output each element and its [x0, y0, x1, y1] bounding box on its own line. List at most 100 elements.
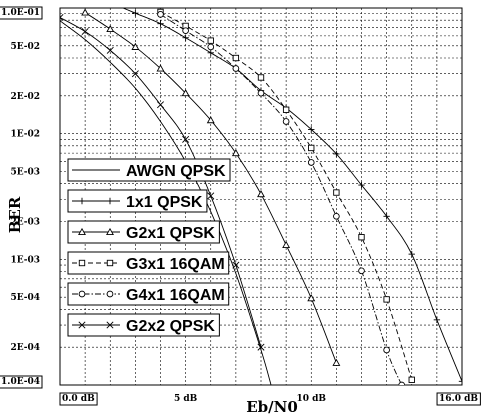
- data-point: [358, 234, 365, 241]
- data-point-b: [60, 13, 64, 19]
- y-axis-label: BER: [6, 196, 24, 233]
- data-point: [408, 250, 415, 258]
- data-point: [207, 37, 214, 44]
- y-tick-label: 5E-03: [10, 167, 40, 177]
- data-point-a: [60, 16, 64, 22]
- data-point: [206, 116, 215, 124]
- data-point: [257, 190, 265, 198]
- data-point: [383, 296, 390, 303]
- y-tick-label: 1E-03: [10, 255, 40, 265]
- legend-marker-b: [106, 321, 114, 329]
- data-point: [257, 89, 265, 97]
- data-point: [333, 212, 340, 220]
- plot-frame: [59, 7, 463, 386]
- legend-marker: [106, 321, 114, 329]
- data-point: [181, 89, 190, 97]
- series-3: [157, 8, 415, 383]
- legend-label: G2x2 QPSK: [126, 318, 215, 335]
- data-point-b: [106, 46, 114, 54]
- data-point: [131, 70, 139, 78]
- data-point: [433, 316, 441, 324]
- y-tick-label: 1E-02: [10, 130, 40, 140]
- data-point: [383, 346, 390, 354]
- legend-marker: [106, 197, 114, 205]
- data-point: [156, 64, 165, 72]
- data-point: [232, 54, 240, 62]
- legend: AWGN QPSK 1x1 QPSK G2x1 QPSK G3x1 16QAM G4x1…: [67, 158, 231, 337]
- legend-marker-b: [78, 321, 86, 329]
- series-2: [81, 8, 341, 366]
- legend-item: G4x1 16QAM: [67, 282, 230, 306]
- data-point: [282, 118, 290, 125]
- data-point: [307, 159, 315, 166]
- data-point: [398, 381, 406, 385]
- legend-label: G3x1 16QAM: [126, 256, 225, 273]
- data-point: [106, 46, 114, 54]
- x-tick-label: 5 dB: [174, 394, 198, 404]
- data-point: [157, 20, 164, 27]
- data-point: [207, 192, 215, 200]
- legend-box: [67, 251, 230, 275]
- data-point-b: [182, 135, 190, 143]
- data-point: [408, 376, 415, 383]
- data-point: [257, 74, 265, 81]
- data-point: [207, 49, 214, 57]
- legend-item: G3x1 16QAM: [67, 251, 230, 275]
- data-point: [107, 0, 113, 6]
- series-4: [157, 11, 406, 385]
- data-point: [358, 181, 365, 189]
- data-point: [232, 65, 240, 72]
- x-axis-label: Eb/N0: [246, 398, 298, 416]
- data-point: [232, 261, 240, 269]
- data-point: [332, 358, 341, 366]
- y-tick-label-box: [0, 375, 43, 389]
- data-point: [157, 11, 164, 18]
- series-line: [60, 20, 272, 385]
- data-point: [182, 27, 189, 35]
- series-5: [60, 13, 265, 351]
- legend-item: G2x1 QPSK: [67, 220, 220, 244]
- legend-box: [67, 189, 208, 213]
- data-point: [207, 43, 215, 51]
- legend-marker: [78, 259, 86, 267]
- data-point: [81, 8, 90, 16]
- data-point-b: [131, 70, 139, 78]
- data-point-b: [207, 192, 215, 200]
- data-point: [333, 189, 340, 196]
- data-point: [458, 378, 462, 385]
- y-tick-label-box: [0, 6, 43, 20]
- data-point: [333, 150, 340, 158]
- legend-marker: [78, 197, 86, 205]
- y-tick-labels: 1.0E-01 5E-02 2E-02 1E-02 5E-03 2E-03 1E-03 5E-…: [0, 6, 43, 389]
- legend-marker: [106, 290, 114, 298]
- data-point: [307, 294, 316, 302]
- legend-box: [67, 282, 230, 306]
- data-point: [106, 24, 115, 33]
- data-point: [282, 240, 291, 249]
- x-tick-label-box: [59, 392, 98, 406]
- data-point: [308, 126, 315, 133]
- y-tick-label: 5E-02: [10, 42, 40, 52]
- legend-marker: [106, 259, 114, 267]
- x-tick-label: 16.0 dB: [439, 394, 478, 404]
- data-point: [231, 149, 240, 157]
- data-point: [182, 135, 190, 143]
- legend-box: [67, 220, 220, 244]
- y-tick-label: 2E-04: [10, 343, 40, 353]
- data-point: [156, 101, 165, 109]
- x-tick-labels: 0.0 dB 5 dB 10 dB 16.0 dB: [59, 392, 481, 406]
- data-point: [132, 9, 139, 17]
- data-point: [308, 144, 315, 152]
- series-0: [60, 20, 272, 385]
- legend-box: [67, 158, 231, 182]
- series-layer: [60, 0, 462, 385]
- data-point: [60, 13, 64, 22]
- data-point: [81, 27, 89, 36]
- x-tick-label: 0.0 dB: [62, 394, 95, 404]
- y-tick-label: 2E-02: [10, 92, 40, 102]
- y-tick-label: 5E-04: [10, 293, 40, 303]
- y-tick-label: 1.0E-04: [1, 377, 40, 387]
- data-point: [358, 267, 365, 275]
- data-point-b: [81, 27, 89, 36]
